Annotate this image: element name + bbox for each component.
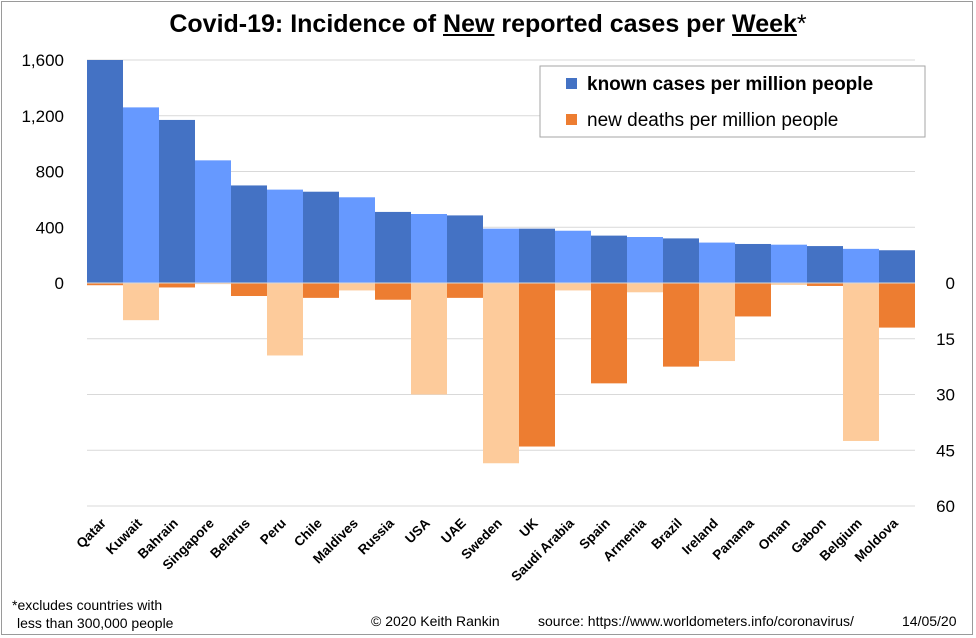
cases-bar	[771, 244, 807, 283]
legend-label-cases: known cases per million people	[587, 74, 873, 95]
cases-bar	[267, 189, 303, 283]
cases-bar	[591, 235, 627, 283]
right-axis-tick-label: 45	[936, 441, 955, 460]
cases-bar	[339, 197, 375, 283]
deaths-bar	[267, 283, 303, 356]
deaths-bar	[303, 283, 339, 298]
legend-label-deaths: new deaths per million people	[587, 110, 838, 131]
deaths-bar	[879, 283, 915, 328]
category-label: USA	[402, 515, 433, 546]
legend-swatch-cases	[566, 78, 577, 89]
copyright-text: © 2020 Keith Rankin	[371, 613, 500, 629]
cases-bar	[447, 215, 483, 283]
deaths-bar	[555, 283, 591, 291]
left-axis-tick-label: 1,200	[21, 107, 64, 126]
deaths-bar	[411, 283, 447, 395]
category-label: Peru	[257, 516, 289, 548]
cases-bar	[735, 243, 771, 283]
deaths-bar	[735, 283, 771, 317]
cases-bar	[87, 60, 123, 283]
right-axis-tick-label: 0	[946, 274, 955, 293]
cases-bar	[519, 228, 555, 283]
cases-bar	[123, 107, 159, 283]
source-text: source: https://www.worldometers.info/co…	[538, 613, 854, 629]
category-label: Russia	[355, 515, 397, 557]
cases-bar	[807, 246, 843, 283]
cases-bar	[843, 248, 879, 283]
legend-swatch-deaths	[566, 114, 577, 125]
category-label: Belarus	[207, 516, 253, 562]
deaths-bar	[663, 283, 699, 367]
deaths-bar	[231, 283, 267, 297]
right-axis-tick-label: 15	[936, 330, 955, 349]
cases-bar	[699, 242, 735, 283]
cases-bar	[195, 160, 231, 283]
cases-bar	[303, 191, 339, 283]
deaths-bar	[519, 283, 555, 447]
legend-box	[539, 65, 926, 138]
deaths-bar	[123, 283, 159, 321]
cases-bar	[411, 214, 447, 283]
date-text: 14/05/20	[902, 613, 957, 629]
deaths-bar	[159, 283, 195, 288]
cases-bar	[627, 237, 663, 283]
right-axis-tick-label: 60	[936, 497, 955, 516]
deaths-bar	[627, 283, 663, 293]
cases-bar	[231, 185, 267, 283]
left-axis-tick-label: 800	[36, 163, 64, 182]
category-label: Saudi Arabia	[508, 515, 577, 584]
deaths-bar	[591, 283, 627, 384]
footnote-line-1: *excludes countries with	[12, 597, 163, 613]
left-axis-tick-label: 400	[36, 218, 64, 237]
deaths-bar	[447, 283, 483, 298]
cases-bar	[375, 211, 411, 283]
cases-bar	[555, 230, 591, 283]
cases-bar	[159, 119, 195, 284]
chart-title: Covid-19: Incidence of New reported case…	[169, 10, 807, 38]
cases-bar	[483, 228, 519, 283]
deaths-bar	[699, 283, 735, 362]
category-label: UK	[517, 515, 542, 540]
cases-bar	[663, 238, 699, 283]
deaths-bar	[87, 283, 123, 286]
right-axis-tick-label: 30	[936, 386, 955, 405]
deaths-bar	[195, 283, 231, 285]
deaths-bar	[807, 283, 843, 286]
category-label: Oman	[755, 516, 793, 554]
left-axis-tick-label: 1,600	[21, 51, 64, 70]
deaths-bar	[483, 283, 519, 464]
deaths-bar	[375, 283, 411, 300]
footnote-line-2: less than 300,000 people	[17, 615, 174, 631]
deaths-bar	[339, 283, 375, 291]
left-axis-tick-label: 0	[55, 274, 64, 293]
deaths-bar	[771, 283, 807, 285]
cases-bar	[879, 250, 915, 283]
deaths-bar	[843, 283, 879, 441]
category-label: UAE	[438, 516, 469, 547]
